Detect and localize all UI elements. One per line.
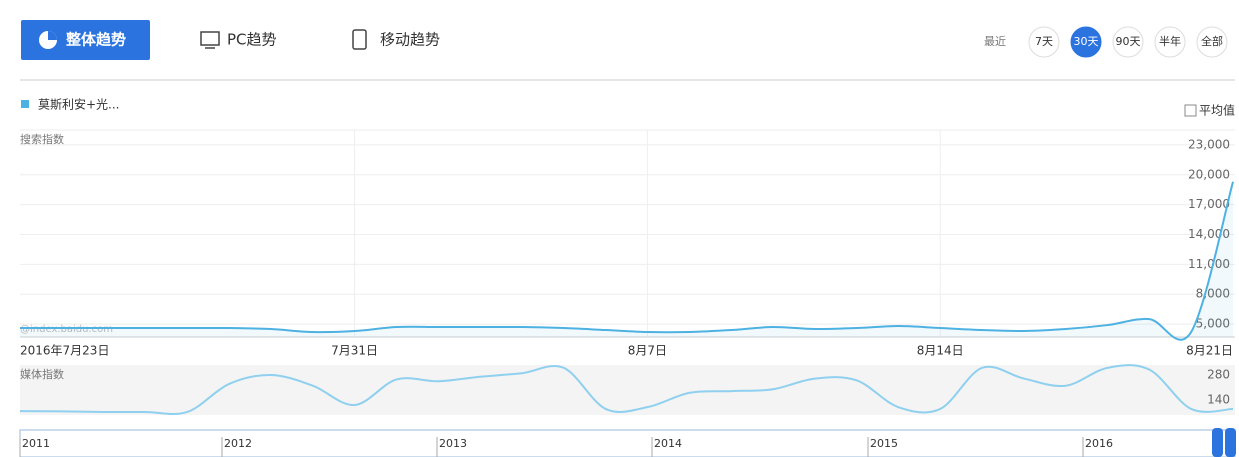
range-button[interactable]	[1028, 26, 1060, 58]
timeline-year: 2012	[224, 437, 252, 450]
timeline-year: 2011	[22, 437, 50, 450]
range-button-label[interactable]: 半年	[1159, 34, 1181, 48]
range-label: 最近	[984, 35, 1006, 48]
timeline-handle[interactable]	[1212, 428, 1223, 457]
mobile-icon	[352, 29, 367, 50]
timeline-year: 2016	[1085, 437, 1113, 450]
x-tick-label: 2016年7月23日	[20, 344, 109, 358]
y-tick-label: 280	[1207, 368, 1230, 382]
legend-label[interactable]: 莫斯利安+光...	[38, 97, 120, 112]
area	[20, 181, 1233, 340]
x-tick-label: 8月21日	[1186, 344, 1233, 358]
tab-mobile[interactable]: 移动趋势	[380, 31, 440, 49]
range-button[interactable]	[1112, 26, 1144, 58]
timeline-handle[interactable]	[1225, 428, 1236, 457]
y-tick-label: 140	[1207, 393, 1230, 407]
x-tick-label: 8月7日	[628, 344, 667, 358]
line	[19, 181, 1234, 341]
tab-overall-label[interactable]: 整体趋势	[66, 31, 126, 49]
media-bg	[20, 365, 1235, 415]
tab-pc[interactable]: PC趋势	[227, 31, 277, 49]
y-tick-label: 5,000	[1196, 317, 1230, 331]
range-button[interactable]	[1154, 26, 1186, 58]
timeline-box	[19, 429, 1236, 457]
y-tick-label: 17,000	[1188, 197, 1230, 211]
y-tick-label: 20,000	[1188, 167, 1230, 181]
tab-overall[interactable]	[21, 20, 150, 60]
avg-checkbox[interactable]	[1184, 104, 1197, 117]
legend-swatch	[21, 100, 29, 108]
x-tick-label: 8月14日	[917, 344, 964, 358]
pc-icon	[200, 31, 220, 46]
y-tick-label: 11,000	[1188, 257, 1230, 271]
range-button-label[interactable]: 全部	[1201, 34, 1223, 48]
search-axis-label: 搜索指数	[20, 132, 64, 146]
range-button[interactable]	[1196, 26, 1228, 58]
timeline-year: 2014	[654, 437, 682, 450]
range-button-label[interactable]: 7天	[1035, 35, 1053, 48]
x-tick-label: 7月31日	[331, 344, 378, 358]
y-tick-label: 23,000	[1188, 137, 1230, 151]
range-button-label[interactable]: 90天	[1116, 35, 1141, 48]
pie-icon-slice	[48, 31, 57, 40]
media-axis-label: 媒体指数	[20, 367, 64, 381]
range-button[interactable]	[1070, 26, 1102, 58]
line	[19, 364, 1234, 416]
timeline-year: 2013	[439, 437, 467, 450]
range-button-label[interactable]: 30天	[1074, 35, 1099, 48]
timeline-year: 2015	[870, 437, 898, 450]
watermark: @index.baidu.com	[20, 324, 113, 335]
avg-label[interactable]: 平均值	[1199, 103, 1235, 118]
